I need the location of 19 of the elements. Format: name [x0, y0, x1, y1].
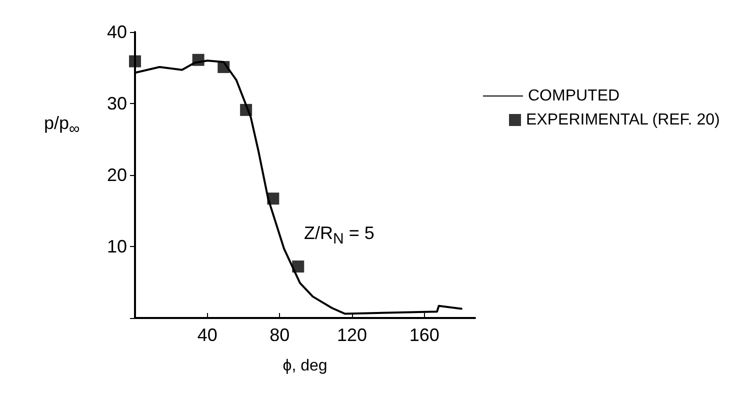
point: [192, 54, 204, 66]
y-tick-label: 40: [106, 22, 127, 42]
point: [267, 192, 280, 205]
point: [129, 55, 141, 68]
x-tick-label: 40: [197, 325, 218, 345]
annotation: Z/R$_{N}$ = 5: [304, 223, 374, 249]
legend-label: COMPUTED: [528, 88, 620, 104]
x-tick-label: 120: [337, 325, 368, 345]
point: [292, 260, 304, 273]
x-tick-label: 160: [409, 325, 440, 345]
point: [218, 61, 230, 74]
y-tick-label: 20: [106, 165, 127, 185]
point: [240, 104, 252, 116]
x-axis-title: ϕ, deg: [282, 358, 328, 374]
y-tick-label: 30: [106, 94, 127, 114]
legend-label: EXPERIMENTAL (REF. 20): [526, 112, 720, 128]
y-tick-label: 10: [106, 236, 127, 256]
y-axis-title: p/p$_{∞}$: [44, 113, 80, 139]
x-tick-label: 80: [270, 325, 290, 345]
